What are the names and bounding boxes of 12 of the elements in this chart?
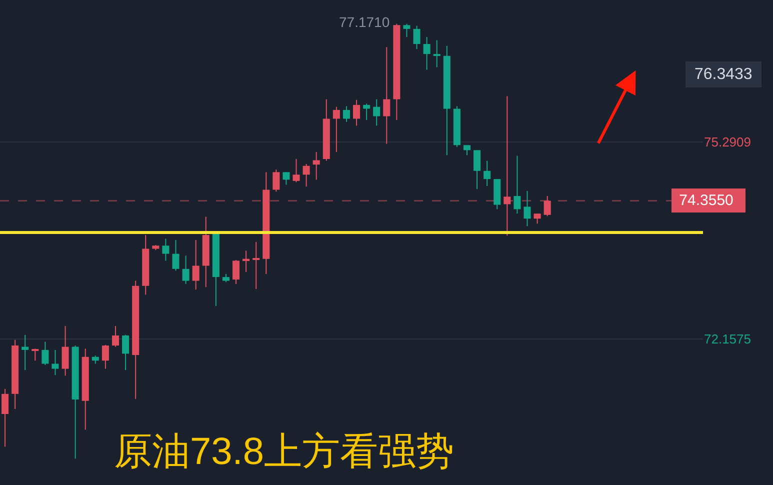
candlestick	[222, 273, 230, 283]
candlestick	[172, 239, 180, 272]
ref-line-label: 74.3550	[675, 192, 742, 209]
candlestick	[52, 349, 59, 376]
candlestick	[403, 23, 410, 38]
candlestick	[152, 244, 160, 251]
y-tick-label: 72.1575	[704, 331, 751, 346]
annotation: 76.3433	[690, 66, 757, 83]
candlestick	[524, 190, 531, 227]
annotation: 77.1710	[339, 14, 390, 30]
annotation: 原油73.8上方看强势	[114, 431, 454, 473]
y-tick-label: 75.2909	[704, 134, 751, 150]
